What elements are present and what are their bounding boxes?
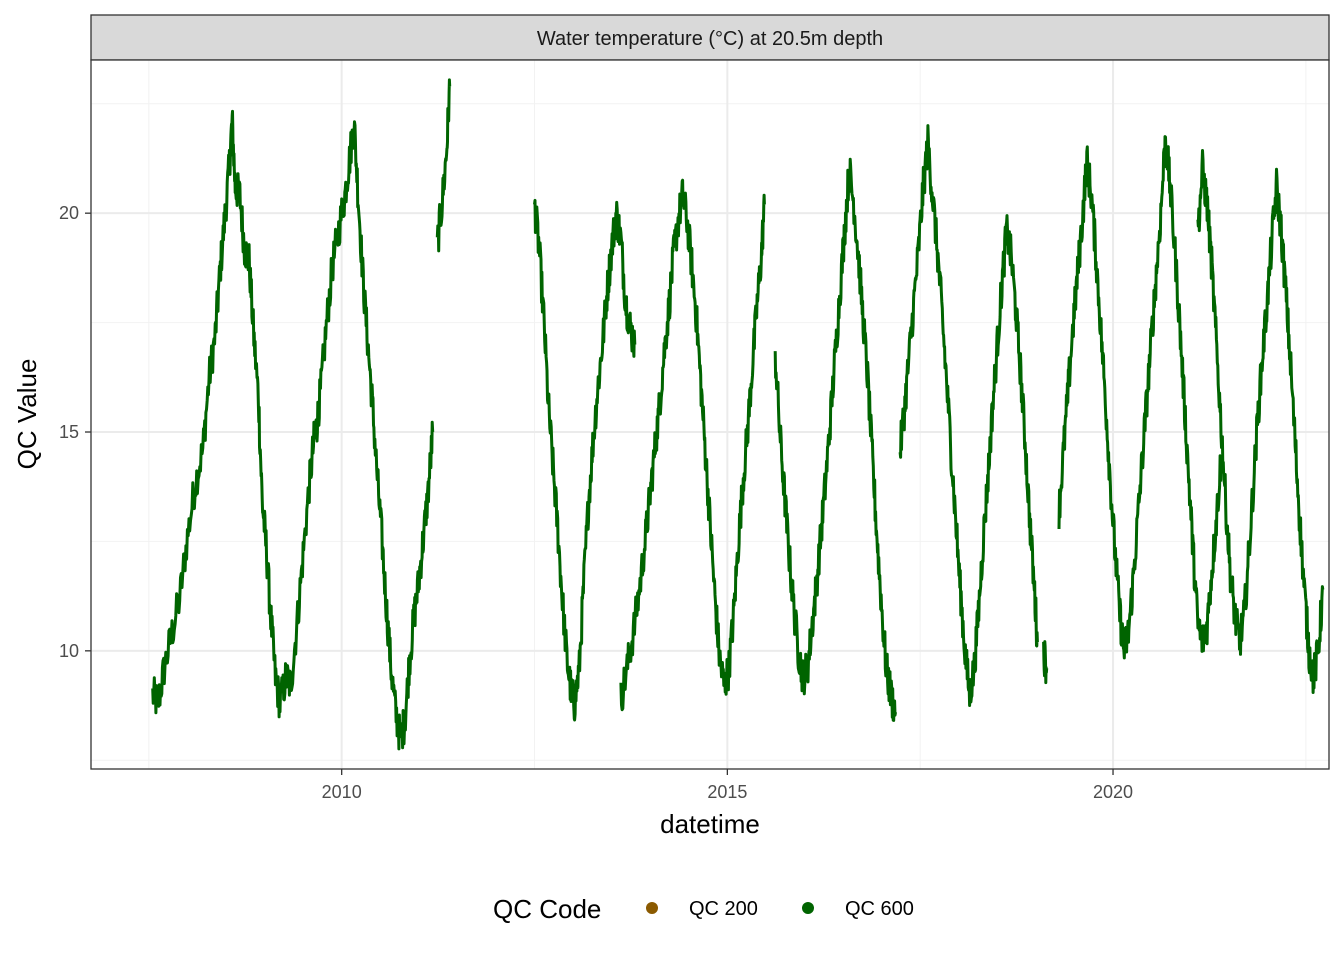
legend-swatch-qc600	[802, 902, 814, 914]
series-line-segment	[898, 124, 1039, 707]
series-line-segment	[1196, 149, 1325, 694]
legend-title: QC Code	[493, 894, 601, 924]
series-layer	[151, 78, 1325, 751]
y-axis: 10 15 20	[59, 203, 91, 661]
series-line-segment	[435, 78, 452, 253]
x-tick-label: 2020	[1093, 782, 1133, 802]
legend-swatch-qc200	[646, 902, 658, 914]
panel-border	[90, 59, 1330, 770]
y-tick-label: 10	[59, 641, 79, 661]
facet-strip	[90, 14, 1330, 61]
x-axis-title: datetime	[660, 809, 760, 839]
x-tick-label: 2010	[322, 782, 362, 802]
legend-label-qc200: QC 200	[689, 898, 758, 920]
series-line-segment	[533, 198, 637, 722]
legend-label-qc600: QC 600	[845, 898, 914, 920]
x-tick-label: 2015	[707, 782, 747, 802]
y-axis-title: QC Value	[12, 359, 42, 470]
y-tick-label: 20	[59, 203, 79, 223]
legend: QC Code QC 200 QC 600	[493, 894, 914, 924]
series-line-segment	[619, 178, 766, 712]
y-tick-label: 15	[59, 422, 79, 442]
series-line-segment	[773, 157, 897, 722]
x-axis: 2010 2015 2020	[322, 769, 1133, 802]
series-line-segment	[1042, 640, 1049, 685]
chart-title: Water temperature (°C) at 20.5m depth	[537, 28, 883, 50]
series-line-segment	[151, 109, 435, 751]
series-line-segment	[1057, 135, 1223, 660]
